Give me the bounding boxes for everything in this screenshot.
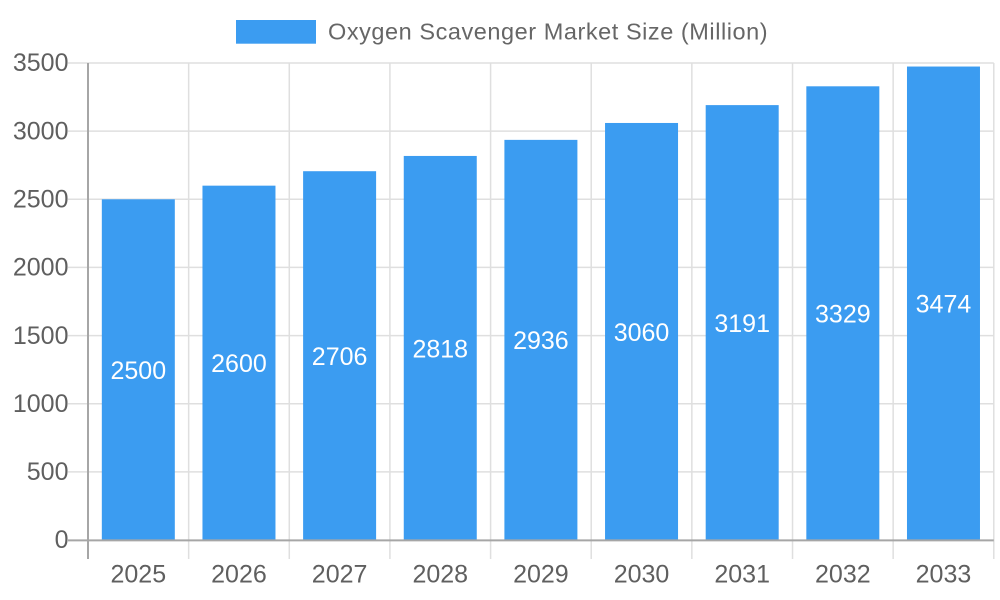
svg-text:0: 0 [55, 526, 69, 554]
svg-text:2600: 2600 [211, 350, 267, 378]
svg-text:3329: 3329 [815, 300, 871, 328]
svg-text:3000: 3000 [13, 117, 69, 145]
svg-text:2936: 2936 [513, 327, 569, 355]
svg-text:2028: 2028 [412, 560, 468, 588]
svg-text:2025: 2025 [111, 560, 167, 588]
svg-text:2500: 2500 [13, 185, 69, 213]
svg-text:3474: 3474 [916, 291, 972, 319]
svg-text:1500: 1500 [13, 322, 69, 350]
svg-text:3060: 3060 [614, 319, 670, 347]
svg-text:2500: 2500 [111, 357, 167, 385]
svg-text:2818: 2818 [412, 335, 468, 363]
svg-text:2030: 2030 [614, 560, 670, 588]
svg-text:2032: 2032 [815, 560, 871, 588]
svg-text:1000: 1000 [13, 390, 69, 418]
svg-text:3191: 3191 [714, 310, 770, 338]
svg-text:2027: 2027 [312, 560, 368, 588]
svg-text:2026: 2026 [211, 560, 267, 588]
svg-text:2029: 2029 [513, 560, 569, 588]
svg-text:2031: 2031 [714, 560, 770, 588]
svg-text:500: 500 [27, 458, 69, 486]
svg-text:2000: 2000 [13, 254, 69, 282]
svg-text:3500: 3500 [13, 49, 69, 77]
svg-text:Oxygen Scavenger Market Size (: Oxygen Scavenger Market Size (Million) [328, 18, 768, 44]
svg-text:2033: 2033 [916, 560, 972, 588]
svg-text:2706: 2706 [312, 343, 368, 371]
